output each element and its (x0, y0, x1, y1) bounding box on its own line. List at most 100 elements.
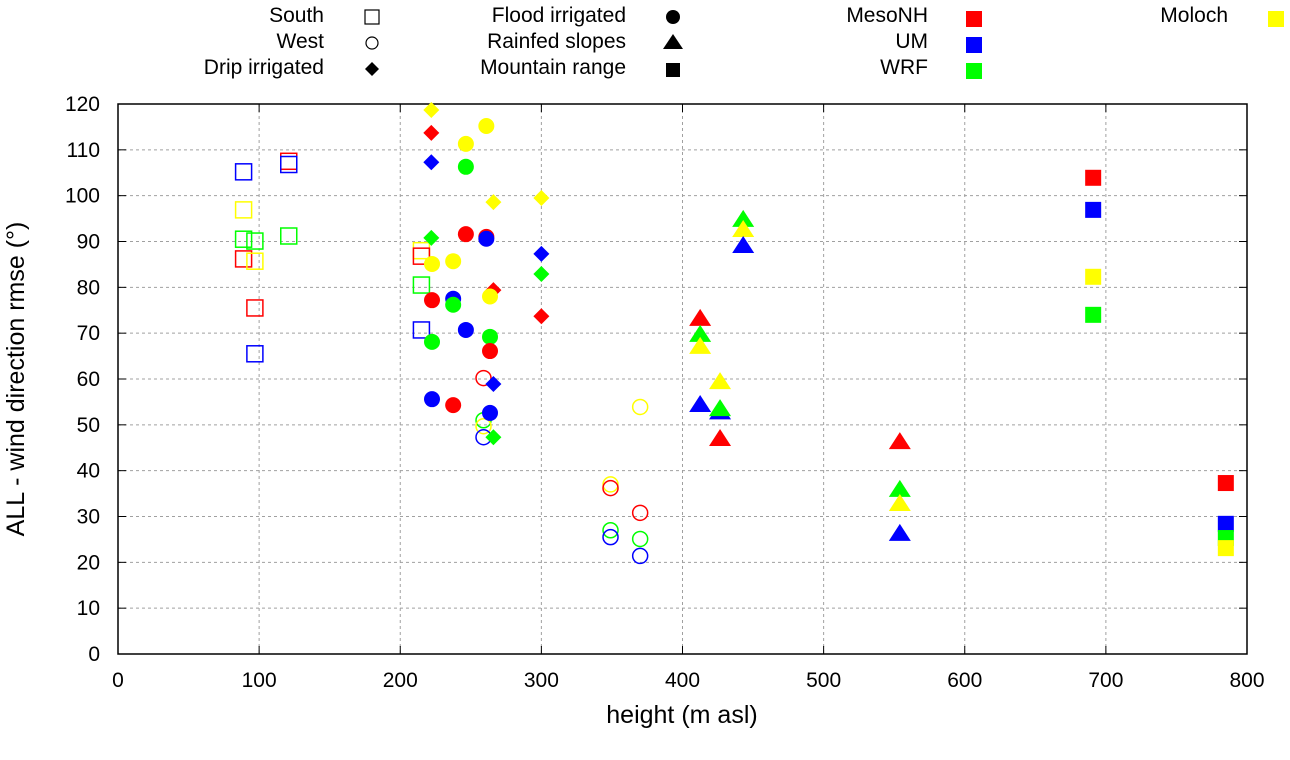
y-tick-label: 100 (65, 185, 100, 208)
data-point-um (478, 230, 495, 247)
legend: South West Drip irrigated Flood irrigated Ra… (204, 4, 1284, 79)
legend-marker-filled-circle (666, 10, 680, 24)
data-point-um (424, 391, 441, 408)
data-point-wrf (234, 230, 253, 248)
y-tick-label: 80 (77, 276, 100, 299)
data-point-mesonh (475, 369, 492, 387)
data-point-wrf (533, 266, 550, 283)
y-tick-label: 120 (65, 93, 100, 116)
data-point-moloch (482, 288, 499, 305)
data-point-mesonh (424, 292, 441, 309)
data-point-mesonh (602, 479, 619, 497)
y-axis-ticks: 0 10 20 30 40 50 60 70 80 90 100 110 120 (65, 93, 1247, 666)
data-point-moloch (1217, 540, 1234, 557)
data-point-moloch (423, 101, 440, 118)
x-tick-label: 600 (947, 669, 982, 692)
y-tick-label: 90 (77, 231, 100, 254)
data-point-wrf (482, 328, 499, 345)
data-point-um (485, 376, 502, 393)
data-point-wrf (689, 324, 712, 342)
x-axis-title: height (m asl) (606, 701, 757, 729)
legend-label-drip-irrigated: Drip irrigated (204, 56, 324, 79)
y-tick-label: 110 (67, 139, 100, 162)
y-tick-label: 20 (77, 551, 100, 574)
x-tick-label: 300 (524, 669, 559, 692)
data-point-moloch (1085, 268, 1102, 285)
y-tick-label: 30 (77, 506, 100, 529)
legend-label-moloch: Moloch (1160, 4, 1228, 27)
data-point-moloch (732, 219, 755, 237)
data-point-moloch (424, 255, 441, 272)
x-tick-label: 500 (806, 669, 841, 692)
data-point-wrf (412, 276, 431, 294)
x-tick-label: 400 (665, 669, 700, 692)
data-point-mesonh (533, 308, 550, 325)
data-point-wrf (424, 333, 441, 350)
data-point-wrf (888, 479, 911, 497)
series-rainfed-slopes (689, 209, 911, 541)
legend-label-rainfed-slopes: Rainfed slopes (487, 30, 626, 53)
y-tick-label: 70 (77, 322, 100, 345)
series-drip-irrigated (423, 101, 550, 446)
y-tick-label: 50 (77, 414, 100, 437)
x-axis-ticks: 0 100 200 300 400 500 600 700 800 (112, 104, 1265, 692)
data-point-moloch (485, 194, 502, 211)
data-point-mesonh (280, 152, 298, 171)
data-point-wrf (1085, 306, 1102, 323)
y-tick-label: 60 (77, 368, 100, 391)
data-point-um (1085, 201, 1102, 218)
x-tick-label: 800 (1229, 669, 1264, 692)
data-point-um (1217, 515, 1234, 532)
legend-swatch-moloch (1268, 11, 1284, 27)
data-point-wrf (246, 232, 264, 250)
x-tick-label: 700 (1088, 669, 1123, 692)
legend-swatch-mesonh (966, 11, 982, 27)
data-point-um (246, 345, 264, 363)
data-point-mesonh (709, 428, 732, 446)
series-flood-irrigated (424, 118, 499, 421)
data-point-um (280, 155, 298, 174)
data-point-mesonh (423, 124, 440, 141)
legend-label-flood-irrigated: Flood irrigated (492, 4, 626, 27)
legend-label-south: South (269, 4, 324, 27)
data-point-um (457, 321, 474, 338)
data-point-moloch (478, 118, 495, 134)
data-point-wrf (457, 158, 474, 175)
data-point-mesonh (482, 343, 499, 360)
data-point-um (533, 245, 550, 262)
legend-label-west: West (277, 30, 325, 53)
y-tick-label: 10 (77, 597, 100, 620)
data-point-mesonh (1085, 169, 1102, 186)
data-point-mesonh (445, 397, 462, 414)
data-point-wrf (602, 522, 619, 539)
x-tick-label: 0 (112, 669, 124, 692)
x-tick-label: 100 (242, 669, 277, 692)
data-point-wrf (423, 229, 440, 246)
data-point-moloch (234, 201, 253, 219)
data-point-um (689, 395, 712, 413)
data-point-moloch (709, 372, 732, 390)
data-point-moloch (602, 476, 619, 493)
data-point-moloch (445, 253, 462, 270)
data-point-moloch (457, 135, 474, 152)
legend-label-mesonh: MesoNH (846, 4, 928, 27)
data-point-um (423, 154, 440, 171)
legend-marker-open-square (364, 9, 380, 25)
y-tick-label: 0 (88, 643, 100, 666)
data-point-um (234, 163, 253, 181)
data-point-wrf (709, 399, 732, 417)
legend-swatch-um (966, 37, 982, 53)
data-point-moloch (412, 241, 431, 260)
data-point-moloch (475, 417, 492, 435)
data-point-mesonh (234, 250, 253, 268)
data-point-moloch (888, 494, 911, 512)
data-point-wrf (445, 296, 462, 313)
data-point-um (482, 404, 499, 421)
x-tick-label: 200 (383, 669, 418, 692)
data-point-um (602, 528, 619, 546)
data-point-wrf (631, 530, 649, 548)
data-point-mesonh (1217, 475, 1234, 492)
data-point-um (888, 523, 911, 541)
series-mountain-range (1085, 169, 1234, 557)
